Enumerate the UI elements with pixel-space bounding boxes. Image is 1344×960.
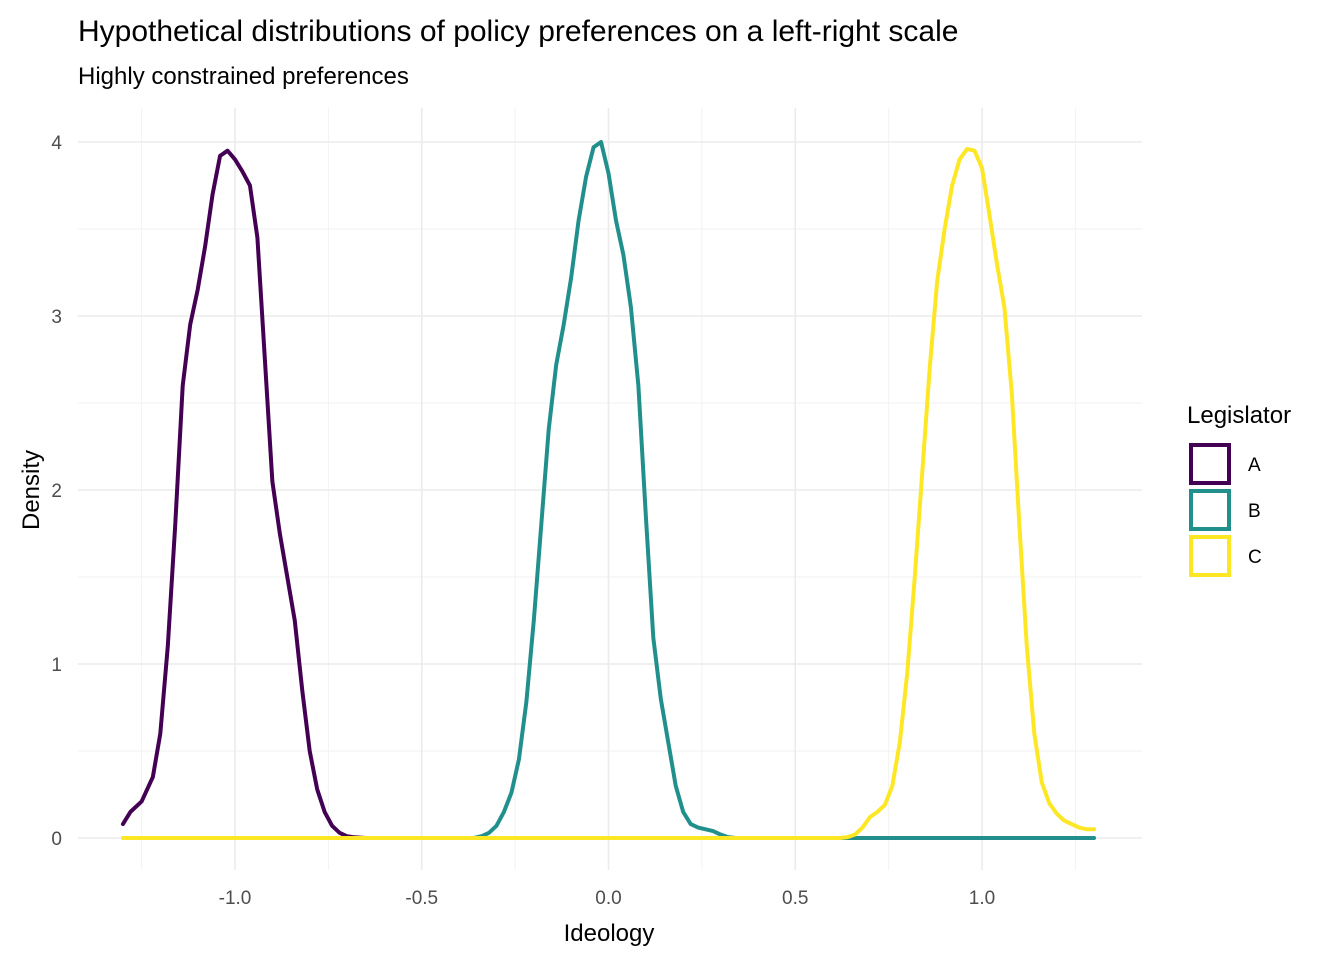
y-tick-label: 1 <box>51 655 62 676</box>
y-tick-label: 3 <box>51 307 62 328</box>
y-tick-label: 2 <box>51 481 62 502</box>
minor-gridlines <box>78 108 1142 870</box>
legend-label-c: C <box>1248 547 1262 568</box>
y-tick-label: 4 <box>51 133 62 154</box>
legend-key-b <box>1189 489 1231 531</box>
legend-label-a: A <box>1248 455 1261 476</box>
x-axis-title: Ideology <box>564 920 655 947</box>
x-tick-label: 1.0 <box>969 888 995 909</box>
legend-key-a <box>1189 443 1231 485</box>
legend: Legislator A B C <box>1187 402 1291 577</box>
legend-label-b: B <box>1248 501 1261 522</box>
x-axis-tick-labels: -1.0 -0.5 0.0 0.5 1.0 <box>219 888 996 909</box>
legend-key-c <box>1189 535 1231 577</box>
y-axis-tick-labels: 0 1 2 3 4 <box>51 133 62 850</box>
chart-subtitle: Highly constrained preferences <box>78 63 409 90</box>
y-tick-label: 0 <box>51 829 62 850</box>
chart-title: Hypothetical distributions of policy pre… <box>78 15 958 48</box>
legend-items: A B C <box>1189 443 1262 577</box>
legend-title: Legislator <box>1187 402 1291 429</box>
x-tick-label: -1.0 <box>219 888 252 909</box>
density-line-a <box>120 148 835 840</box>
density-series <box>120 140 1097 840</box>
x-tick-label: -0.5 <box>405 888 438 909</box>
density-line-c <box>120 146 1097 840</box>
density-line-b <box>345 140 1097 840</box>
y-axis-title: Density <box>18 450 45 530</box>
x-tick-label: 0.5 <box>782 888 808 909</box>
major-gridlines <box>78 108 1142 870</box>
x-tick-label: 0.0 <box>595 888 621 909</box>
